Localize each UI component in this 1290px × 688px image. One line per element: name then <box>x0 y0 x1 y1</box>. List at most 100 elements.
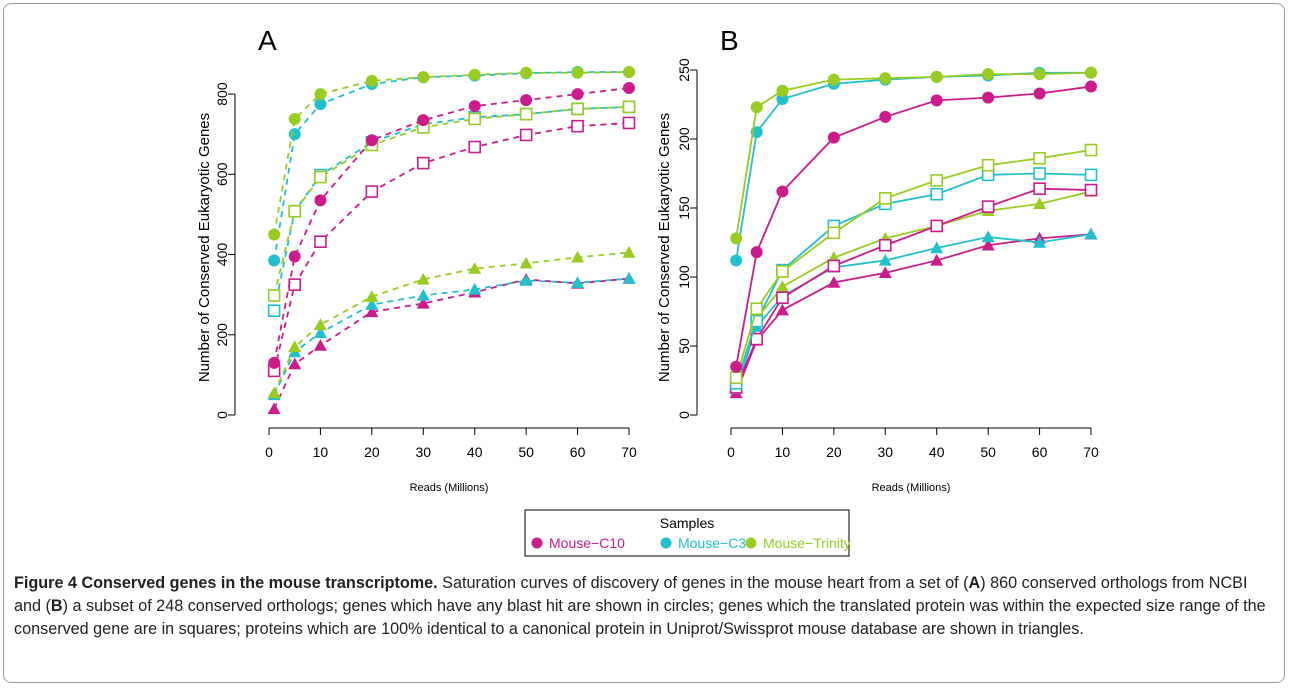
panel-label: A <box>258 25 277 56</box>
figure-caption: Figure 4 Conserved genes in the mouse tr… <box>14 572 1276 641</box>
caption-label-a: A <box>968 574 981 592</box>
data-point-square <box>314 235 327 248</box>
data-point-triangle <box>827 276 841 288</box>
series-line <box>735 190 1092 385</box>
data-point-circle <box>288 250 301 263</box>
data-point-circle <box>827 73 840 86</box>
y-tick-label: 100 <box>676 265 692 289</box>
data-point-square <box>776 265 789 278</box>
data-point-square <box>314 170 327 184</box>
series-line <box>735 187 1092 388</box>
series-line <box>273 277 630 396</box>
data-point-square <box>622 116 636 130</box>
figure-frame <box>3 3 1285 683</box>
series-line <box>273 251 630 394</box>
data-point-square <box>1084 143 1098 157</box>
data-point-square <box>878 192 892 205</box>
legend: Samples Mouse−C10 Mouse−C3 Mouse−Trinity <box>524 509 851 557</box>
series-line <box>273 87 630 364</box>
data-point-circle <box>750 246 763 259</box>
data-point-triangle <box>622 246 636 258</box>
data-point-triangle <box>878 253 892 266</box>
data-point-square <box>267 289 281 302</box>
data-point-triangle <box>313 318 327 330</box>
x-axis-label: Reads (Millions) <box>410 482 489 494</box>
data-point-square <box>930 219 944 233</box>
data-point-circle <box>730 254 743 267</box>
data-point-square <box>776 291 789 305</box>
data-point-circle <box>268 228 281 241</box>
x-tick-label: 20 <box>826 444 842 460</box>
y-axis-label: Number of Conserved Eukaryotic Genes <box>196 113 213 382</box>
legend-label: Mouse−Trinity <box>763 535 851 551</box>
data-point-square <box>1084 183 1098 197</box>
series-line <box>273 71 629 261</box>
caption-text-3: ) a subset of 248 conserved orthologs; g… <box>14 597 1266 638</box>
x-tick-label: 30 <box>877 444 893 460</box>
data-point-square <box>981 158 995 172</box>
y-tick-label: 800 <box>214 82 230 106</box>
legend-label: Mouse−C3 <box>678 535 746 551</box>
x-tick-label: 70 <box>621 444 637 460</box>
caption-text-1: Saturation curves of discovery of genes … <box>437 574 969 592</box>
data-point-triangle <box>1084 227 1098 240</box>
data-point-square <box>571 119 584 133</box>
series-line <box>735 233 1092 394</box>
data-point-triangle <box>313 339 327 351</box>
y-tick-label: 150 <box>676 196 692 220</box>
legend-label: Mouse−C10 <box>549 535 625 551</box>
legend-marker <box>531 537 543 549</box>
data-point-circle <box>288 128 301 141</box>
x-tick-label: 0 <box>727 444 735 460</box>
data-point-circle <box>365 74 378 87</box>
data-point-triangle <box>775 303 789 316</box>
data-point-triangle <box>313 326 327 338</box>
caption-title: Figure 4 Conserved genes in the mouse tr… <box>14 574 438 592</box>
data-point-circle <box>750 101 763 114</box>
data-point-circle <box>982 91 995 104</box>
y-tick-label: 250 <box>676 58 692 82</box>
data-point-circle <box>268 356 281 369</box>
y-tick-label: 0 <box>676 411 692 419</box>
y-tick-label: 400 <box>214 243 230 267</box>
x-axis-label: Reads (Millions) <box>872 482 951 494</box>
data-point-circle <box>1033 68 1046 81</box>
data-point-triangle <box>930 253 944 266</box>
legend-box <box>524 509 850 557</box>
y-tick-label: 200 <box>214 323 230 347</box>
data-point-square <box>622 100 636 114</box>
data-point-circle <box>930 70 943 83</box>
y-tick-label: 50 <box>676 338 692 354</box>
data-point-square <box>288 278 302 291</box>
data-point-square <box>416 156 430 170</box>
data-point-triangle <box>416 288 430 301</box>
caption-text-2: ) 860 conserved orthologs from NCBI and … <box>14 574 1248 615</box>
series-line <box>273 106 630 296</box>
data-point-square <box>267 304 281 317</box>
data-point-triangle <box>622 272 636 284</box>
x-tick-label: 10 <box>313 444 329 460</box>
x-tick-label: 50 <box>980 444 996 460</box>
data-point-circle <box>776 185 789 198</box>
data-point-square <box>365 185 379 198</box>
data-point-triangle <box>267 402 281 415</box>
data-point-circle <box>314 88 327 101</box>
data-point-circle <box>520 94 533 107</box>
data-point-square <box>1033 182 1046 195</box>
data-point-circle <box>268 254 281 267</box>
data-point-triangle <box>571 250 585 263</box>
data-point-square <box>930 187 944 201</box>
chart-panel-a: A 0 10 20 30 40 50 60 70 Reads (Millions) 0 200 400 6… <box>196 25 637 494</box>
data-point-triangle <box>468 262 482 274</box>
data-point-square <box>930 174 944 187</box>
data-point-circle <box>730 360 743 373</box>
data-point-square <box>1033 152 1046 165</box>
data-point-square <box>1084 168 1098 182</box>
series-line <box>735 85 1092 367</box>
data-point-circle <box>982 68 995 81</box>
y-axis-label: Number of Conserved Eukaryotic Genes <box>656 113 673 382</box>
data-point-square <box>468 112 482 126</box>
data-point-square <box>878 238 892 252</box>
data-point-triangle <box>930 241 944 254</box>
